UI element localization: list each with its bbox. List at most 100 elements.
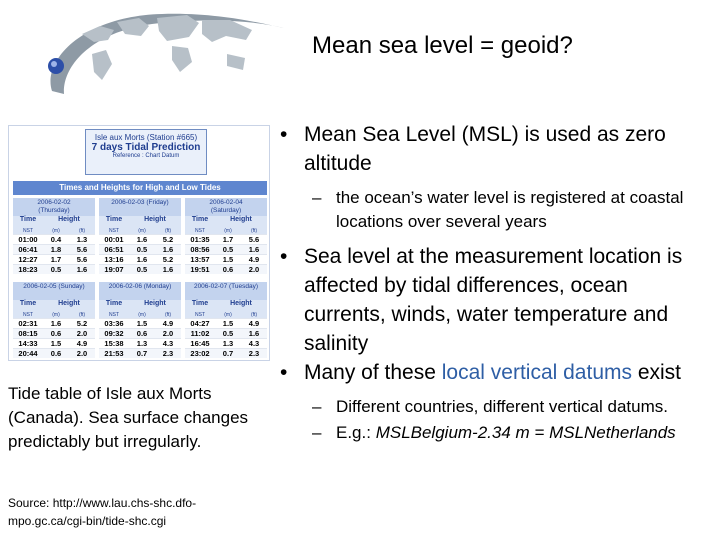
tide-day-date: 2006-02-02 (Thursday) — [13, 198, 95, 216]
tide-row: 02:31 1.6 5.2 — [13, 318, 95, 328]
tide-day-date: 2006-02-04 (Saturday) — [185, 198, 267, 216]
time-header: Time — [191, 216, 209, 223]
tide-time: 01:35 — [190, 235, 210, 244]
tide-time: 15:38 — [104, 339, 124, 348]
tide-time: 23:02 — [190, 349, 210, 358]
tide-row: 01:35 1.7 5.6 — [185, 234, 267, 244]
tide-row: 11:02 0.5 1.6 — [185, 328, 267, 338]
nst-unit: NST — [23, 312, 33, 318]
sub-bullet-countries-text: Different countries, different vertical … — [336, 397, 668, 416]
tide-time: 01:00 — [18, 235, 38, 244]
tide-date-label: 2006-02-07 (Tuesday) — [193, 283, 259, 290]
tide-time: 18:23 — [18, 265, 38, 274]
tide-unit-header: NST (m) (ft) — [13, 312, 95, 318]
tide-time: 11:02 — [190, 329, 210, 338]
tide-height-m: 0.7 — [136, 349, 148, 358]
tide-row: 15:38 1.3 4.3 — [99, 338, 181, 348]
time-header: Time — [19, 216, 37, 223]
tide-height-m: 0.5 — [222, 329, 234, 338]
tide-table-bar: Times and Heights for High and Low Tides — [13, 181, 267, 195]
tide-height-m: 0.5 — [136, 265, 148, 274]
tide-height-ft: 4.9 — [248, 319, 260, 328]
tide-time: 00:01 — [104, 235, 124, 244]
bullet-local-datums-post: exist — [632, 361, 682, 384]
sub-bullet-example: – E.g.: MSLBelgium-2.34 m = MSLNetherlan… — [280, 421, 712, 445]
tide-height-ft: 5.2 — [162, 255, 174, 264]
tide-height-ft: 4.3 — [248, 339, 260, 348]
tide-height-m: 0.6 — [136, 329, 148, 338]
tide-height-m: 1.8 — [50, 245, 62, 254]
tide-unit-header: NST (m) (ft) — [185, 312, 267, 318]
bullet-sea-level: • Sea level at the measurement location … — [280, 242, 712, 358]
tide-time: 09:32 — [104, 329, 124, 338]
tide-row: 19:07 0.5 1.6 — [99, 264, 181, 274]
tide-height-m: 1.6 — [136, 255, 148, 264]
meter-unit: (m) — [52, 312, 60, 318]
tide-row: 21:53 0.7 2.3 — [99, 348, 181, 358]
tide-height-m: 1.5 — [50, 339, 62, 348]
tide-row: 18:23 0.5 1.6 — [13, 264, 95, 274]
tide-height-ft: 4.3 — [162, 339, 174, 348]
tide-date-label: 2006-02-04 — [209, 199, 243, 206]
tide-height-m: 1.5 — [222, 319, 234, 328]
tide-row: 08:56 0.5 1.6 — [185, 244, 267, 254]
tide-height-m: 1.7 — [222, 235, 234, 244]
tide-height-ft: 5.6 — [248, 235, 260, 244]
bullet-icon: • — [280, 361, 288, 384]
height-header: Height — [230, 216, 252, 223]
tide-height-m: 0.4 — [50, 235, 62, 244]
tide-column-header: Time Height — [185, 300, 267, 312]
tide-time: 13:16 — [104, 255, 124, 264]
bullet-local-datums: • Many of these local vertical datums ex… — [280, 358, 712, 387]
sub-bullet-msl-text: the ocean’s water level is registered at… — [336, 188, 684, 231]
nst-unit: NST — [195, 312, 205, 318]
tide-time: 19:07 — [104, 265, 124, 274]
sub-bullet-example-text: MSLBelgium-2.34 m = MSLNetherlands — [375, 423, 676, 442]
tide-date-label: 2006-02-05 (Sunday) — [23, 283, 85, 290]
tide-column-header: Time Height — [13, 216, 95, 228]
local-vertical-datums-highlight: local vertical datums — [441, 361, 632, 384]
tide-row: 06:41 1.8 5.6 — [13, 244, 95, 254]
tide-height-ft: 5.6 — [76, 245, 88, 254]
tide-weekday-label: (Saturday) — [210, 207, 242, 214]
tide-day-date: 2006-02-03 (Friday) — [99, 198, 181, 216]
tide-day-date: 2006-02-06 (Monday) — [99, 282, 181, 300]
time-header: Time — [19, 300, 37, 307]
dash-icon: – — [312, 423, 322, 442]
tide-day-block: 2006-02-03 (Friday) Time Height NST (m) (ft) 0… — [99, 198, 181, 274]
tide-height-m: 0.6 — [222, 265, 234, 274]
tide-row: 23:02 0.7 2.3 — [185, 348, 267, 358]
nst-unit: NST — [109, 228, 119, 234]
tide-height-m: 1.5 — [222, 255, 234, 264]
tide-time: 13:57 — [190, 255, 210, 264]
tide-height-m: 1.3 — [136, 339, 148, 348]
source-citation: Source: http://www.lau.chs-shc.dfo-mpo.g… — [8, 496, 197, 528]
tide-height-ft: 1.6 — [162, 265, 174, 274]
height-header: Height — [58, 300, 80, 307]
tide-time: 08:15 — [18, 329, 38, 338]
tide-height-ft: 5.6 — [76, 255, 88, 264]
tide-row: 03:36 1.5 4.9 — [99, 318, 181, 328]
tide-height-ft: 2.3 — [248, 349, 260, 358]
feet-unit: (ft) — [164, 228, 172, 234]
tide-row: 04:27 1.5 4.9 — [185, 318, 267, 328]
meter-unit: (m) — [52, 228, 60, 234]
tide-day-block: 2006-02-07 (Tuesday) Time Height NST (m) (ft)… — [185, 282, 267, 358]
tide-row: 08:15 0.6 2.0 — [13, 328, 95, 338]
tide-height-m: 1.3 — [222, 339, 234, 348]
tide-row: 06:51 0.5 1.6 — [99, 244, 181, 254]
tide-height-ft: 2.0 — [76, 349, 88, 358]
bullet-content: • Mean Sea Level (MSL) is used as zero a… — [280, 120, 712, 445]
tide-height-ft: 4.9 — [76, 339, 88, 348]
meter-unit: (m) — [138, 228, 146, 234]
tide-height-ft: 1.6 — [76, 265, 88, 274]
tide-height-ft: 1.3 — [76, 235, 88, 244]
tide-row: 19:51 0.6 2.0 — [185, 264, 267, 274]
sub-bullet-countries: – Different countries, different vertica… — [280, 395, 712, 419]
tide-height-ft: 4.9 — [162, 319, 174, 328]
tide-height-m: 0.5 — [50, 265, 62, 274]
tide-unit-header: NST (m) (ft) — [13, 228, 95, 234]
feet-unit: (ft) — [78, 228, 86, 234]
tide-row: 12:27 1.7 5.6 — [13, 254, 95, 264]
tide-time: 06:51 — [104, 245, 124, 254]
